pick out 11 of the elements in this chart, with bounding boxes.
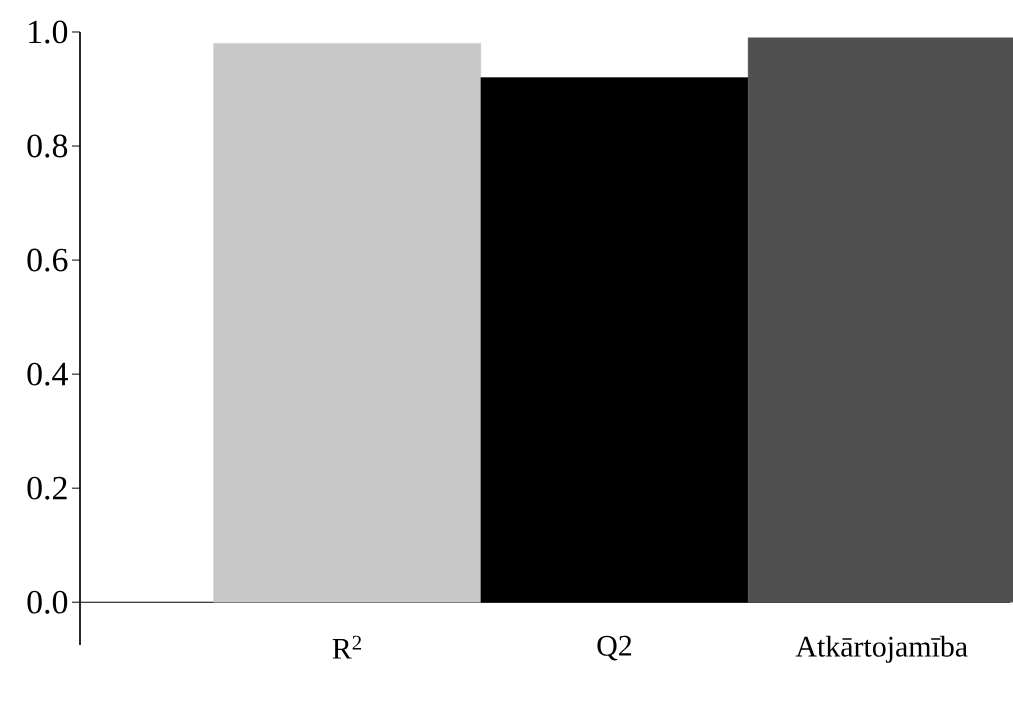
y-tick-label: 0.0 <box>27 590 68 614</box>
x-tick-label: Atkārtojamība <box>795 635 968 663</box>
y-tick-label: 0.8 <box>27 134 68 158</box>
bar <box>213 43 482 603</box>
y-tick-label: 1.0 <box>29 20 68 44</box>
bar <box>480 77 749 603</box>
y-tick-label: 0.2 <box>27 476 67 500</box>
x-tick-label: Q2 <box>597 635 632 661</box>
y-tick-label: 0.4 <box>27 362 68 386</box>
x-tick-label: R$^{2}$ <box>332 635 362 659</box>
y-tick-label: 0.6 <box>27 248 68 272</box>
